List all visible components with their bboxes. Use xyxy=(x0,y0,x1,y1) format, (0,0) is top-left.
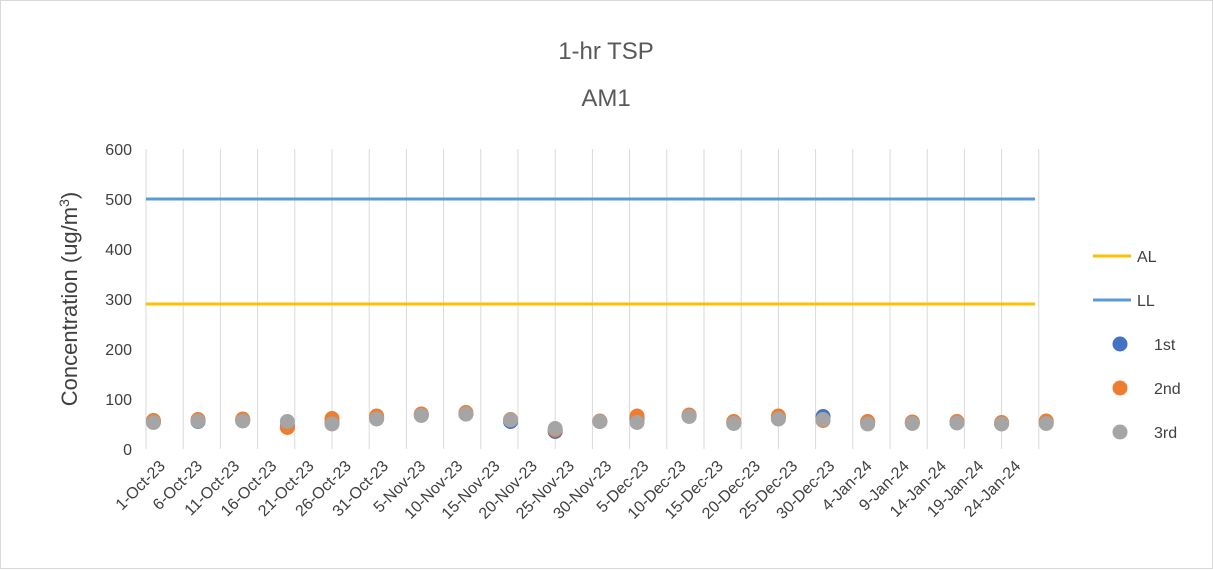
point-3rd xyxy=(369,411,385,427)
point-3rd xyxy=(145,415,161,430)
point-3rd xyxy=(994,416,1010,432)
point-3rd xyxy=(547,421,563,436)
point-3rd xyxy=(860,416,876,432)
point-3rd xyxy=(770,411,786,427)
data-points xyxy=(145,405,1054,439)
point-3rd xyxy=(726,416,742,431)
point-3rd xyxy=(592,414,608,429)
point-3rd xyxy=(949,415,965,431)
legend-marker-1st xyxy=(1112,336,1128,352)
point-3rd xyxy=(458,406,474,422)
y-tick-label: 0 xyxy=(123,442,132,459)
y-axis-title-superscript: 3 xyxy=(56,199,72,207)
point-3rd xyxy=(629,415,645,430)
legend-label-al: AL xyxy=(1137,249,1157,266)
y-axis-title: Concentration (ug/m3) xyxy=(56,192,82,406)
y-tick-label: 600 xyxy=(105,142,132,159)
point-3rd xyxy=(815,412,831,427)
point-3rd xyxy=(503,412,519,428)
y-tick-label: 100 xyxy=(105,392,132,409)
point-3rd xyxy=(1038,416,1054,431)
legend-label-3rd: 3rd xyxy=(1154,425,1177,442)
point-3rd xyxy=(324,416,340,432)
legend: AL LL 1st 2nd 3rd xyxy=(1093,249,1181,442)
point-3rd xyxy=(681,409,697,424)
y-tick-label: 500 xyxy=(105,192,132,209)
point-3rd xyxy=(279,414,295,429)
y-axis-title-close: ) xyxy=(57,192,82,199)
point-3rd xyxy=(190,413,206,429)
point-3rd xyxy=(904,416,920,431)
grid-layer xyxy=(145,149,1040,449)
legend-label-2nd: 2nd xyxy=(1154,381,1181,398)
y-tick-label: 200 xyxy=(105,342,132,359)
point-3rd xyxy=(413,408,429,423)
legend-marker-3rd xyxy=(1112,424,1128,440)
reference-lines xyxy=(146,197,1035,306)
chart-title: 1-hr TSP xyxy=(558,38,654,65)
point-3rd xyxy=(235,413,251,429)
y-tick-label: 400 xyxy=(105,242,132,259)
legend-marker-2nd xyxy=(1112,380,1128,396)
legend-label-ll: LL xyxy=(1137,293,1155,310)
legend-label-1st: 1st xyxy=(1154,337,1176,354)
chart-subtitle: AM1 xyxy=(581,85,630,112)
y-tick-label: 300 xyxy=(105,292,132,309)
y-axis-title-main: Concentration (ug/m xyxy=(57,207,82,406)
